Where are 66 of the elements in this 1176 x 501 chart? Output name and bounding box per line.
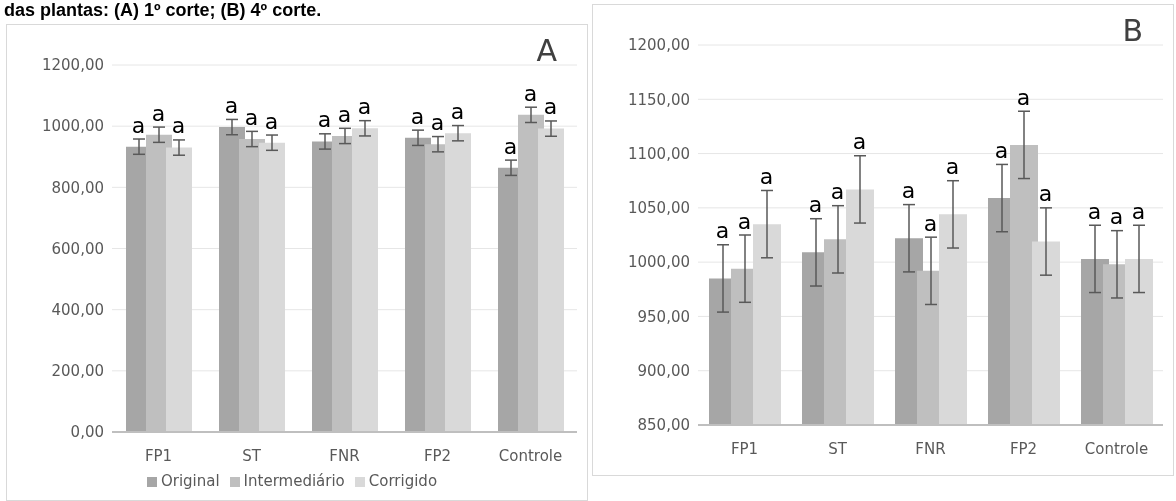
data-label: a [759, 163, 774, 189]
data-label: a [543, 94, 558, 120]
bar [166, 147, 192, 432]
annotation: A [536, 33, 557, 68]
x-tick-label: ST [242, 446, 262, 465]
data-label: a [523, 80, 538, 106]
x-tick-label: FP2 [423, 446, 452, 465]
legend-label: Original [160, 472, 220, 490]
y-tick-label: 1150,00 [627, 90, 690, 109]
x-tick-label: FNR [329, 446, 360, 465]
y-tick-label: 1000,00 [41, 117, 104, 136]
y-tick-label: 800,00 [51, 178, 104, 197]
data-label: a [808, 192, 823, 218]
y-tick-label: 900,00 [637, 362, 690, 381]
data-label: a [450, 99, 465, 125]
data-label: a [852, 129, 867, 155]
y-tick-label: 1200,00 [41, 56, 104, 75]
data-label: a [1131, 198, 1146, 224]
chart-title: das plantas: (A) 1º corte; (B) 4º corte. [4, 0, 322, 21]
y-tick-label: 1050,00 [627, 199, 690, 218]
data-label: a [171, 113, 186, 139]
bar [445, 133, 471, 432]
y-tick-label: 200,00 [51, 362, 104, 381]
y-tick-label: 1100,00 [627, 144, 690, 163]
data-label: a [357, 94, 372, 120]
x-tick-label: FP1 [730, 439, 759, 458]
data-label: a [430, 110, 445, 136]
data-label: a [317, 107, 332, 133]
bar [352, 128, 378, 432]
x-tick-label: FP2 [1009, 439, 1038, 458]
data-label: a [151, 100, 166, 126]
y-tick-label: 950,00 [637, 307, 690, 326]
x-tick-label: FNR [915, 439, 946, 458]
data-label: a [830, 179, 845, 205]
x-tick-label: FP1 [144, 446, 173, 465]
y-tick-label: 0,00 [70, 423, 104, 442]
legend-label: Corrigido [368, 472, 438, 490]
data-label: a [737, 208, 752, 234]
data-label: a [1109, 204, 1124, 230]
data-label: a [1087, 198, 1102, 224]
data-label: a [244, 104, 259, 130]
x-tick-label: ST [828, 439, 848, 458]
data-label: a [945, 154, 960, 180]
y-tick-label: 1000,00 [627, 253, 690, 272]
data-label: a [901, 178, 916, 204]
data-label: a [264, 108, 279, 134]
bar [538, 128, 564, 432]
data-label: a [337, 101, 352, 127]
y-tick-label: 400,00 [51, 300, 104, 319]
x-tick-label: Controle [1084, 439, 1149, 458]
bar [259, 142, 285, 432]
x-tick-label: Controle [498, 446, 563, 465]
data-label: a [1038, 181, 1053, 207]
y-tick-label: 1200,00 [627, 36, 690, 55]
annotation: B [1122, 13, 1143, 48]
data-label: a [224, 92, 239, 118]
data-label: a [1016, 84, 1031, 110]
data-label: a [131, 112, 146, 138]
y-tick-label: 850,00 [637, 416, 690, 435]
data-label: a [923, 210, 938, 236]
data-label: a [994, 137, 1009, 163]
data-label: a [410, 103, 425, 129]
data-label: a [503, 133, 518, 159]
data-label: a [715, 218, 730, 244]
legend-label: Intermediário [243, 472, 345, 490]
y-tick-label: 600,00 [51, 239, 104, 258]
